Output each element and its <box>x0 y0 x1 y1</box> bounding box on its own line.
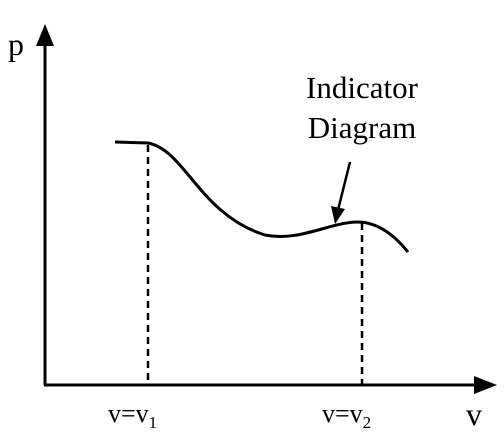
annotation-line: Indicator <box>306 70 419 105</box>
y-axis-arrow <box>36 24 54 46</box>
x-axis-arrow <box>474 376 497 394</box>
marker-label-base: v=v <box>108 399 149 428</box>
annotation-arrow-shaft <box>336 161 352 211</box>
marker-label-base: v=v <box>322 399 363 428</box>
y-axis-label: p <box>8 26 24 62</box>
indicator-curve <box>114 140 410 253</box>
marker-label: v=v2 <box>322 399 371 432</box>
marker-label-subscript: 2 <box>363 413 372 432</box>
marker-label: v=v1 <box>108 399 157 432</box>
annotation-line: Diagram <box>308 110 416 145</box>
x-axis-label: v <box>466 396 482 432</box>
annotation-arrow-head <box>331 206 345 224</box>
marker-label-subscript: 1 <box>149 413 158 432</box>
